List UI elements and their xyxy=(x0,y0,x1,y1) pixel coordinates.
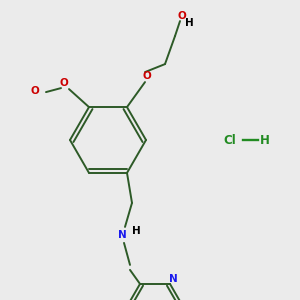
Text: O: O xyxy=(60,78,68,88)
Text: H: H xyxy=(260,134,270,146)
Text: O: O xyxy=(178,11,186,21)
Text: N: N xyxy=(169,274,177,284)
Text: Cl: Cl xyxy=(224,134,236,146)
Text: N: N xyxy=(118,230,126,240)
Text: H: H xyxy=(184,18,194,28)
Text: O: O xyxy=(142,71,152,81)
Text: H: H xyxy=(132,226,140,236)
Text: O: O xyxy=(31,86,39,96)
